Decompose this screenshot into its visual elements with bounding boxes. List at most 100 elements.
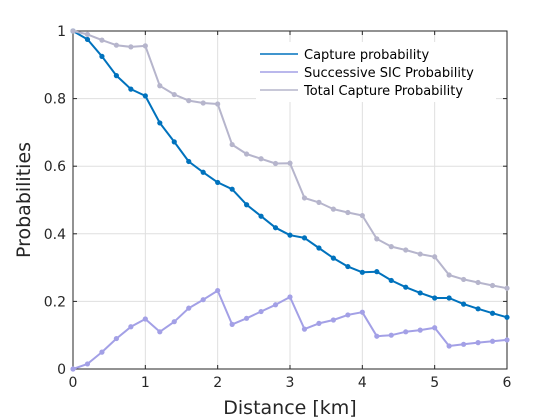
data-point — [171, 91, 177, 98]
data-point — [244, 315, 250, 321]
data-point — [113, 42, 119, 48]
data-point — [142, 316, 148, 322]
series-2 — [70, 287, 510, 372]
legend: Capture probability Successive SIC Probab… — [256, 42, 496, 102]
data-point — [345, 209, 351, 216]
data-point — [287, 160, 293, 166]
data-point — [330, 255, 336, 261]
data-point — [113, 335, 119, 342]
x-tick-label: 4 — [358, 375, 367, 391]
data-point — [403, 284, 409, 290]
data-point — [229, 141, 235, 148]
x-tick-label: 1 — [141, 375, 150, 391]
data-point — [345, 263, 351, 270]
data-point — [432, 295, 438, 301]
data-point — [215, 101, 221, 107]
data-point — [99, 37, 105, 43]
data-point — [84, 36, 91, 43]
data-point — [461, 276, 467, 283]
data-point — [244, 202, 250, 208]
data-point — [84, 361, 91, 367]
y-tick-label: 0 — [57, 362, 66, 378]
data-point — [272, 160, 279, 167]
data-point — [489, 282, 496, 289]
data-point — [301, 326, 308, 332]
data-point — [417, 327, 423, 333]
data-point — [171, 139, 177, 145]
data-point — [128, 86, 134, 92]
data-point — [374, 269, 380, 275]
data-point — [446, 343, 452, 349]
data-point — [142, 43, 148, 49]
data-point — [99, 53, 105, 59]
data-point — [475, 306, 481, 312]
data-point — [142, 93, 148, 99]
x-axis-title: Distance [km] — [223, 397, 356, 419]
x-tick-label: 3 — [286, 375, 295, 391]
data-point — [316, 245, 322, 251]
data-point — [461, 341, 467, 347]
data-point — [272, 225, 279, 231]
data-point — [359, 212, 365, 219]
x-tick-label: 5 — [430, 375, 439, 391]
data-point — [258, 213, 264, 219]
data-point — [287, 232, 293, 238]
y-tick-label: 0.6 — [44, 159, 66, 175]
data-point — [417, 290, 423, 296]
data-point — [113, 73, 119, 79]
data-point — [186, 305, 192, 311]
data-point — [171, 319, 177, 325]
data-point — [244, 151, 250, 157]
data-point — [446, 272, 452, 278]
data-point — [388, 244, 394, 250]
data-point — [388, 332, 394, 338]
data-point — [359, 269, 365, 275]
data-point — [128, 324, 134, 330]
data-point — [301, 235, 308, 241]
data-point — [84, 31, 91, 37]
data-point — [215, 287, 221, 294]
x-tick-label: 0 — [69, 375, 78, 391]
data-point — [186, 158, 192, 165]
data-point — [504, 337, 510, 343]
data-point — [359, 309, 365, 315]
data-point — [258, 156, 264, 162]
data-point — [200, 100, 206, 106]
data-point — [446, 295, 452, 301]
data-point — [489, 310, 496, 316]
y-tick-label: 0.2 — [44, 294, 66, 310]
data-point — [200, 169, 206, 175]
data-point — [301, 195, 308, 201]
data-point — [70, 366, 76, 372]
data-point — [374, 236, 380, 242]
x-tick-label: 6 — [503, 375, 512, 391]
data-point — [99, 349, 105, 355]
y-axis-title: Probabilities — [13, 142, 35, 258]
data-point — [272, 302, 279, 308]
data-point — [417, 251, 423, 257]
x-tick-label: 2 — [213, 375, 222, 391]
data-point — [229, 186, 235, 192]
data-point — [432, 325, 438, 331]
y-tick-label: 0.8 — [44, 92, 66, 108]
legend-label: Successive SIC Probability — [304, 66, 474, 81]
data-point — [504, 285, 510, 291]
data-point — [215, 179, 221, 186]
data-point — [258, 308, 264, 315]
data-point — [403, 329, 409, 335]
data-point — [229, 321, 235, 327]
series-group — [70, 28, 510, 372]
data-point — [475, 340, 481, 346]
data-point — [432, 254, 438, 260]
data-point — [330, 206, 336, 212]
data-point — [157, 120, 163, 126]
data-point — [128, 44, 134, 50]
data-point — [475, 279, 481, 286]
axis-ticks: 0 1 2 3 4 5 6 0 0.2 0.4 0.6 0.8 1 — [44, 24, 512, 391]
data-point — [316, 199, 322, 205]
data-point — [316, 320, 322, 326]
data-point — [374, 333, 380, 339]
data-point — [330, 317, 336, 323]
